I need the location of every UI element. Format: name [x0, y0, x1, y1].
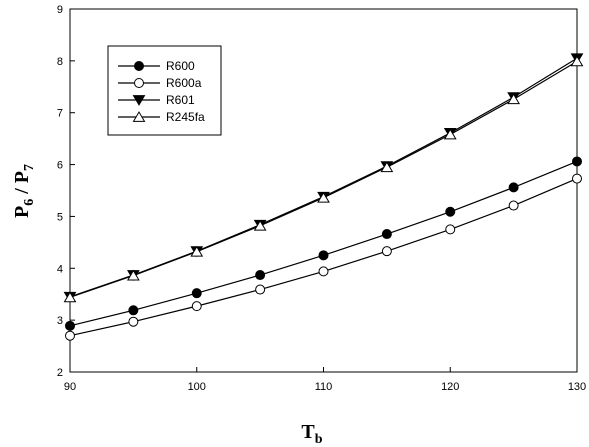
- series-r600: [65, 156, 582, 331]
- y-tick-label: 2: [57, 367, 63, 379]
- data-point-r600a: [128, 316, 139, 327]
- data-point-r600a: [318, 266, 329, 277]
- data-point-r600: [572, 156, 582, 167]
- x-tick-label: 90: [64, 381, 76, 393]
- y-axis-title: P6 / P7: [11, 164, 37, 218]
- x-axis-title: Tb: [301, 421, 322, 447]
- data-point-r245fa: [443, 128, 457, 140]
- series-r600a: [65, 173, 582, 341]
- data-point-r600: [318, 250, 329, 261]
- y-tick-label: 4: [57, 263, 63, 275]
- data-point-r600: [508, 182, 519, 193]
- data-point-r245fa: [127, 269, 140, 281]
- data-point-r600a: [191, 301, 202, 312]
- legend: R600 R600a R601 R245fa: [107, 45, 222, 136]
- x-axis-title-main: T: [301, 421, 315, 443]
- data-point-r245fa: [507, 93, 520, 105]
- y-axis-title-separator: /: [11, 183, 33, 199]
- legend-box: [107, 45, 222, 136]
- x-tick-label: 110: [315, 381, 333, 393]
- data-point-r245fa: [63, 291, 77, 303]
- data-point-r245fa: [570, 55, 584, 67]
- data-point-r600: [128, 305, 139, 316]
- y-tick-label: 5: [57, 211, 63, 223]
- series-line-r600: [69, 160, 578, 327]
- data-point-r245fa: [190, 245, 204, 257]
- data-point-r600a: [572, 173, 582, 184]
- data-point-r600: [445, 206, 456, 217]
- y-tick-label: 9: [57, 4, 63, 16]
- axes: 90 100 110 120 130 2 3 4 5 6 7 8 9: [57, 4, 586, 393]
- data-point-r600: [381, 229, 392, 240]
- legend-label-r600a: R600a: [166, 76, 202, 90]
- data-point-r600a: [65, 330, 75, 341]
- data-point-r245fa: [253, 219, 267, 231]
- y-axis-title-p6: P: [11, 206, 33, 218]
- legend-marker-r600a: [134, 78, 144, 88]
- legend-label-r245fa: R245fa: [166, 110, 205, 124]
- data-point-r600a: [381, 246, 392, 257]
- legend-label-r601: R601: [166, 93, 195, 107]
- x-tick-label: 100: [188, 381, 206, 393]
- y-axis-title-p7-subscript: 7: [22, 164, 37, 171]
- legend-marker-r245fa: [132, 111, 146, 122]
- data-point-r245fa: [317, 191, 330, 203]
- y-axis-title-p7: P: [11, 171, 33, 183]
- y-tick-label: 8: [57, 56, 63, 68]
- legend-label-r600: R600: [166, 59, 195, 73]
- series-lines: [63, 53, 584, 341]
- y-tick-label: 6: [57, 160, 63, 172]
- data-point-r600: [65, 320, 75, 331]
- legend-marker-r601: [132, 95, 146, 106]
- data-point-r600: [191, 288, 202, 299]
- data-point-r245fa: [380, 161, 394, 173]
- data-point-r600a: [508, 200, 519, 211]
- x-tick-label: 120: [441, 381, 459, 393]
- series-r245fa: [63, 55, 584, 303]
- x-axis-title-subscript: b: [315, 432, 323, 447]
- data-point-r600: [255, 270, 266, 281]
- x-tick-label: 130: [568, 381, 586, 393]
- legend-marker-r600: [134, 61, 144, 71]
- data-point-r600a: [445, 224, 456, 235]
- y-axis-title-p6-subscript: 6: [22, 199, 37, 206]
- data-point-r600a: [255, 284, 266, 295]
- y-tick-label: 7: [57, 108, 63, 120]
- y-tick-label: 3: [57, 315, 63, 327]
